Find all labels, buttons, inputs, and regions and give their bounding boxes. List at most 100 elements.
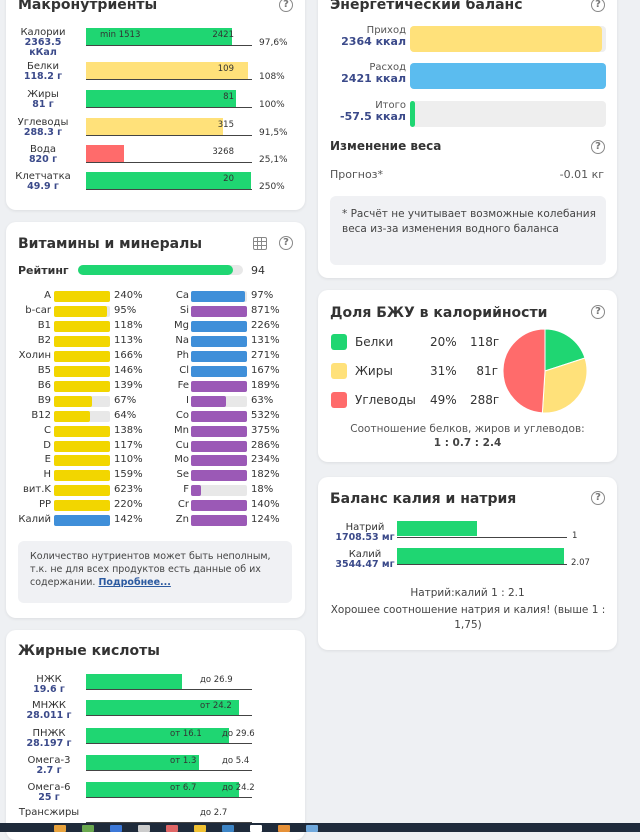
vitamin-bar: [191, 396, 227, 407]
potassium-track: [397, 537, 567, 538]
macros-help-icon[interactable]: ?: [279, 0, 293, 12]
vitamin-bar: [191, 470, 247, 481]
fatty-amount: 28.197 г: [26, 738, 72, 749]
potassium-label: Натрий 1708.53 мг: [330, 523, 400, 543]
macro-track: [86, 162, 252, 163]
vitamin-row: Cu 286%: [0, 440, 640, 453]
pie-slice: [502, 328, 546, 414]
taskbar-app-icon[interactable]: [110, 825, 122, 832]
vitamin-row: Холин 166%: [0, 350, 640, 363]
taskbar-app-icon[interactable]: [138, 825, 150, 832]
fatty-title: Жирные кислоты: [18, 643, 160, 659]
vitamin-row: I 63%: [0, 395, 640, 408]
fatty-name: НЖК: [36, 674, 62, 685]
taskbar-app-icon[interactable]: [166, 825, 178, 832]
weight-help-icon[interactable]: ?: [591, 140, 605, 154]
fatty-row: ПНЖК 28.197 г от 16.1 до 29.6: [0, 728, 300, 757]
vitamin-bar: [191, 351, 247, 362]
vitamin-pct: 64%: [114, 410, 137, 421]
potassium-ratio-mark: 1: [572, 531, 578, 541]
macro-row: Вода 820 г 3268 25,1%: [0, 145, 300, 175]
vitamin-pct: 623%: [114, 484, 143, 495]
vitamin-track: [54, 515, 110, 526]
vitamin-bar: [54, 515, 110, 526]
taskbar-app-icon[interactable]: [306, 825, 318, 832]
vitamin-name: B12: [31, 410, 51, 421]
taskbar-app-icon[interactable]: [278, 825, 290, 832]
vitamin-bar: [191, 306, 247, 317]
macro-norm: 3268: [212, 147, 234, 157]
vitamin-bar: [54, 381, 110, 392]
taskbar-app-icon[interactable]: [250, 825, 262, 832]
vitamin-pct: 67%: [114, 395, 137, 406]
vitamin-row: Mo 234%: [0, 454, 640, 467]
table-icon[interactable]: [253, 237, 267, 250]
energy-name: Приход: [366, 25, 406, 36]
vitamin-pct: 124%: [251, 514, 280, 525]
forecast-value: -0.01 кг: [559, 168, 604, 181]
vitamin-track: [191, 441, 247, 452]
fatty-amount: 19.6 г: [33, 684, 65, 695]
vitamin-pct: 63%: [251, 395, 274, 406]
vitamin-track: [191, 291, 247, 302]
macro-unit: кКал: [29, 47, 57, 58]
vitamin-track: [54, 381, 110, 392]
bju-ratio-value: 1 : 0.7 : 2.4: [433, 437, 502, 449]
rating-label: Рейтинг: [18, 264, 69, 277]
potassium-bar: [397, 521, 478, 536]
vitamin-bar: [54, 455, 110, 466]
vitamin-name: F: [183, 484, 189, 495]
taskbar-app-icon[interactable]: [54, 825, 66, 832]
vitamin-pct: 240%: [114, 290, 143, 301]
rating-track: [78, 265, 243, 275]
vitamin-name: C: [44, 425, 51, 436]
vitamin-name: Cr: [177, 499, 189, 510]
vitamin-row: Ph 271%: [0, 350, 640, 363]
macro-pct: 250%: [259, 182, 285, 192]
vitamin-track: [54, 411, 110, 422]
macro-name: Клетчатка: [15, 171, 71, 182]
bju-legend-pct: 31%: [430, 364, 457, 378]
vitamin-pct: 234%: [251, 454, 280, 465]
energy-title: Энергетический баланс: [330, 0, 523, 13]
macro-track: [86, 107, 252, 108]
fatty-track: [86, 689, 252, 690]
energy-note: * Расчёт не учитывает возможные колебани…: [342, 208, 596, 235]
vitamin-row: B12 64%: [0, 410, 640, 423]
vitamin-row: Se 182%: [0, 469, 640, 482]
vitamin-track: [191, 426, 247, 437]
vitamin-row: D 117%: [0, 440, 640, 453]
vitamin-pct: 131%: [251, 335, 280, 346]
macro-name: Калории: [20, 27, 66, 38]
macro-label: Жиры 81 г: [10, 90, 76, 110]
vitamin-bar: [191, 291, 246, 302]
taskbar-app-icon[interactable]: [82, 825, 94, 832]
fatty-row: НЖК 19.6 г до 26.9: [0, 674, 300, 703]
potassium-label: Калий 3544.47 мг: [330, 550, 400, 570]
energy-label: Итого -57.5 ккал: [330, 100, 406, 122]
vitamins-note-text: Количество нутриентов может быть неполны…: [30, 551, 271, 588]
fatty-label: Омега-3 2.7 г: [14, 756, 84, 776]
taskbar-app-icon[interactable]: [222, 825, 234, 832]
vitamin-track: [191, 351, 247, 362]
energy-bar: [410, 26, 603, 52]
vitamin-bar: [54, 351, 110, 362]
potassium-help-icon[interactable]: ?: [591, 491, 605, 505]
macro-label: Вода 820 г: [10, 145, 76, 165]
macro-row: Жиры 81 г 81 100%: [0, 90, 300, 120]
vitamin-track: [54, 485, 110, 496]
more-link[interactable]: Подробнее...: [98, 577, 171, 588]
vitamin-row: B1 118%: [0, 320, 640, 333]
vitamin-name: Mo: [174, 454, 189, 465]
energy-help-icon[interactable]: ?: [591, 0, 605, 12]
bju-help-icon[interactable]: ?: [591, 305, 605, 319]
macro-bar: [86, 118, 224, 136]
fatty-name: Омега-3: [27, 755, 71, 766]
fatty-label: Трансжиры: [14, 808, 84, 818]
energy-track: [410, 101, 606, 127]
vitamins-help-icon[interactable]: ?: [279, 236, 293, 250]
taskbar-app-icon[interactable]: [194, 825, 206, 832]
vitamin-bar: [54, 321, 110, 332]
vitamin-pct: 532%: [251, 410, 280, 421]
vitamin-track: [54, 426, 110, 437]
